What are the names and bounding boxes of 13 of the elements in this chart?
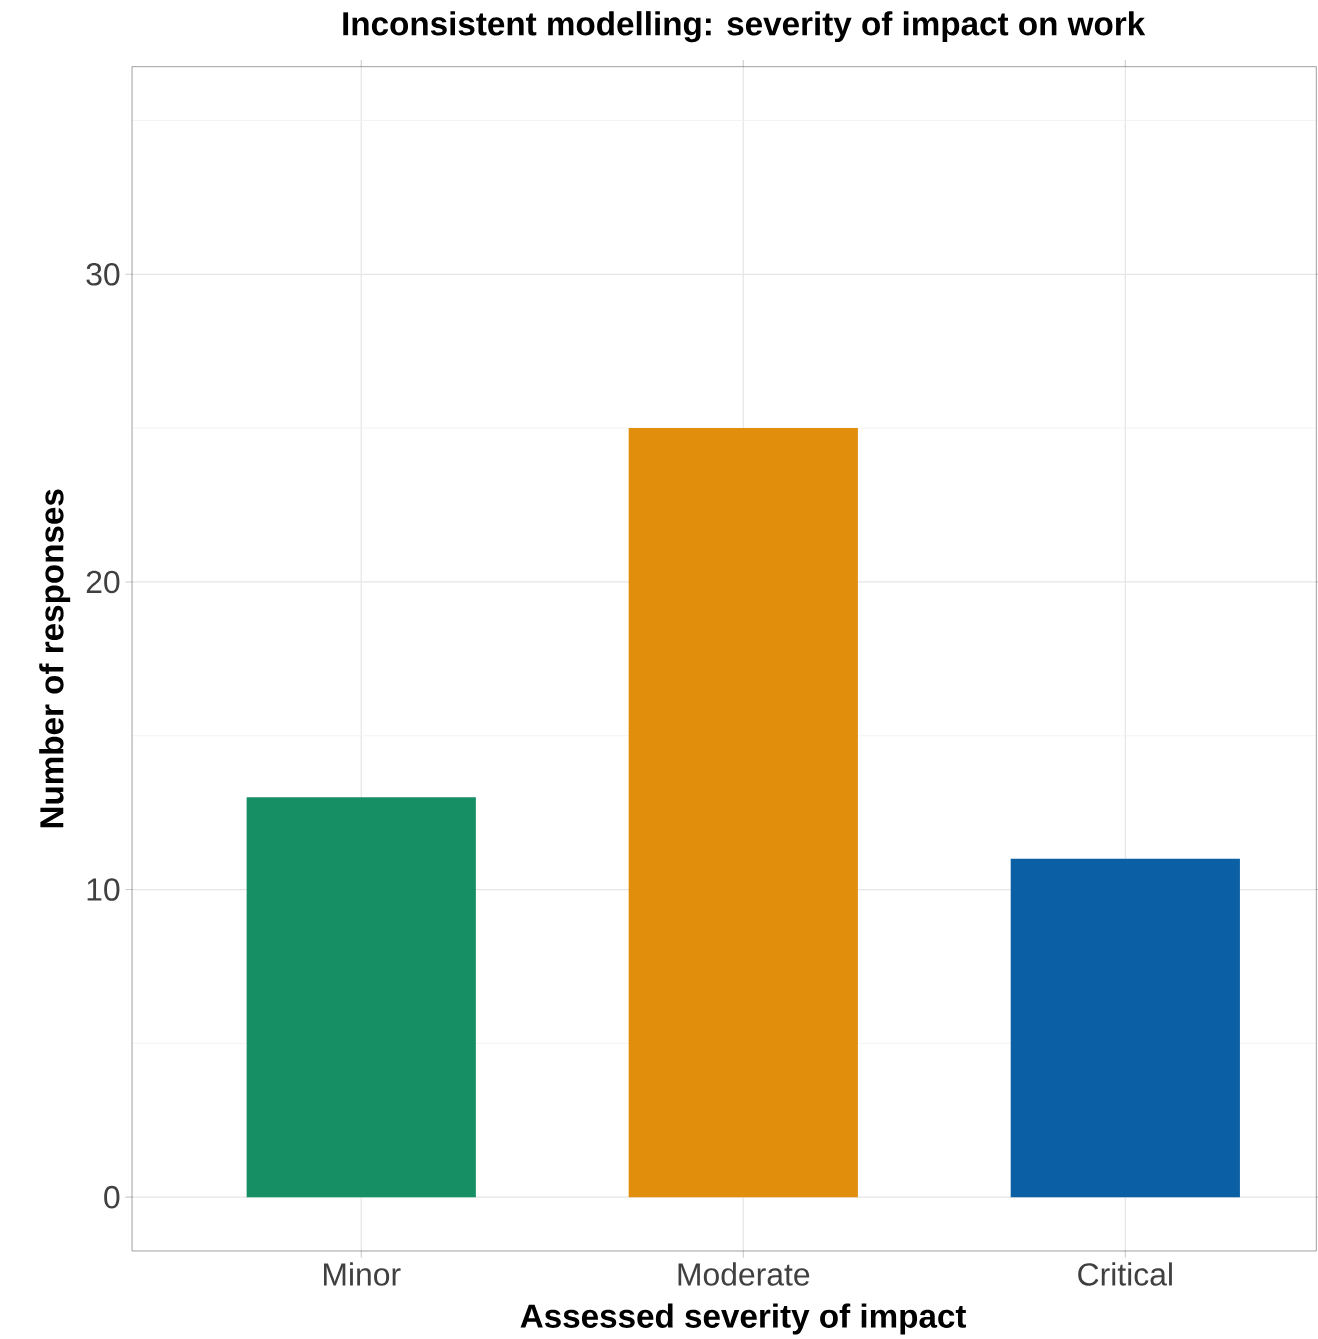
x-tick-label: Minor [324, 1262, 401, 1286]
y-axis-title: Number of responses [39, 489, 71, 828]
x-tick-label: Critical [1078, 1262, 1173, 1286]
x-axis-title: Assessed severity of impact [520, 1303, 967, 1335]
y-tick-label: 10 [87, 878, 120, 901]
y-tick-label: 30 [86, 263, 120, 286]
y-tick-label: 20 [86, 570, 120, 594]
chart-title: Inconsistent modelling: severity of impact on work [343, 11, 1146, 43]
x-tick-label: Moderate [678, 1262, 810, 1286]
y-tick-label: 0 [104, 1185, 120, 1209]
bar [246, 797, 477, 1198]
bar [1010, 858, 1241, 1198]
bar [628, 428, 859, 1198]
